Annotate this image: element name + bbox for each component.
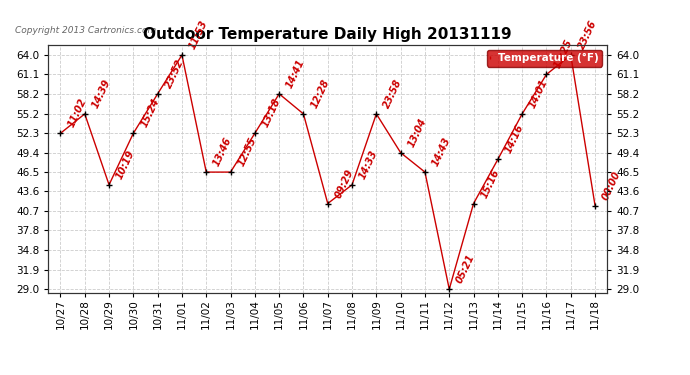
Text: Copyright 2013 Cartronics.com: Copyright 2013 Cartronics.com [14, 26, 156, 35]
Text: 14:39: 14:39 [90, 78, 112, 110]
Text: 14:16: 14:16 [504, 123, 526, 155]
Text: 12:55: 12:55 [236, 136, 258, 168]
Text: 15:16: 15:16 [479, 167, 501, 200]
Text: 14:43: 14:43 [431, 136, 453, 168]
Text: 15:24: 15:24 [139, 97, 161, 129]
Text: 12:28: 12:28 [309, 78, 331, 110]
Title: Outdoor Temperature Daily High 20131119: Outdoor Temperature Daily High 20131119 [144, 27, 512, 42]
Text: 14:01: 14:01 [528, 78, 550, 110]
Text: 11:02: 11:02 [66, 97, 88, 129]
Text: 05:21: 05:21 [455, 253, 477, 285]
Text: 23:58: 23:58 [382, 78, 404, 110]
Text: 00:00: 00:00 [600, 169, 622, 201]
Text: 13:18: 13:18 [260, 97, 282, 129]
Text: 14:33: 14:33 [357, 148, 380, 181]
Text: 13:46: 13:46 [212, 136, 234, 168]
Text: 11:53: 11:53 [188, 19, 210, 51]
Text: 23:56: 23:56 [576, 19, 598, 51]
Text: 23:52: 23:52 [164, 57, 186, 90]
Text: 13:25: 13:25 [552, 38, 574, 70]
Text: 09:29: 09:29 [333, 167, 355, 200]
Legend: Temperature (°F): Temperature (°F) [486, 50, 602, 66]
Text: 13:04: 13:04 [406, 116, 428, 148]
Text: 14:41: 14:41 [285, 57, 307, 90]
Text: 10:19: 10:19 [115, 148, 137, 181]
